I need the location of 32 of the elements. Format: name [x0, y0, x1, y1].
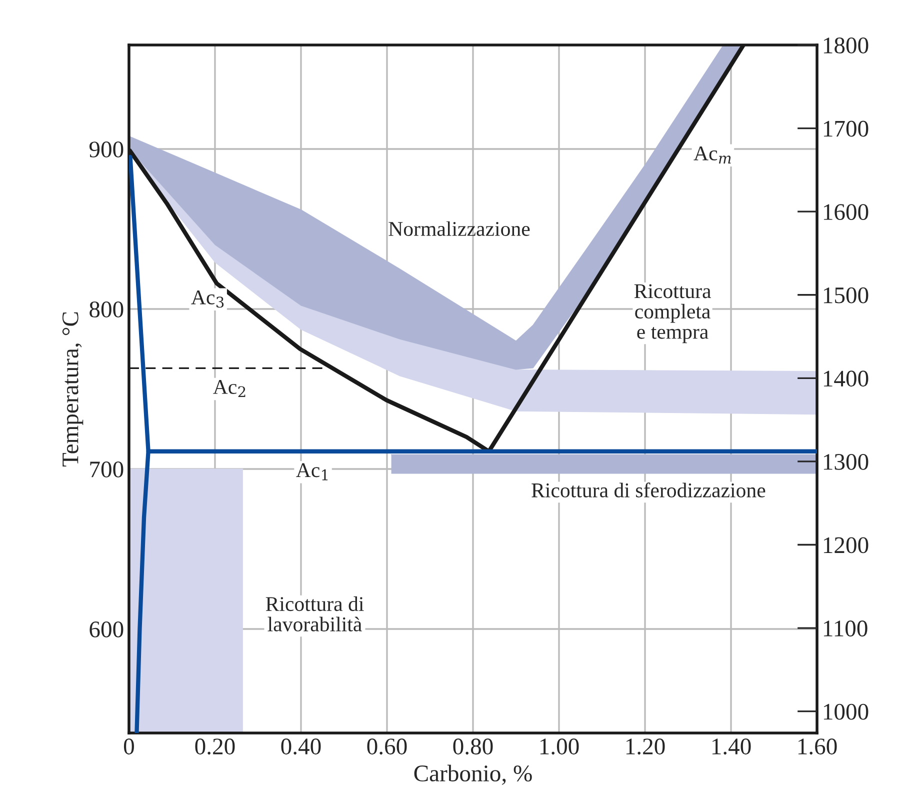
y2-tick-label: 1200	[824, 537, 868, 554]
y2-tick-label: 1800	[824, 38, 868, 54]
annotation: Ac$_{m}$	[694, 146, 731, 164]
annotation: Normalizzazione	[388, 221, 530, 236]
x-tick-label: 0.20	[195, 738, 235, 755]
x-tick-label: 1.20	[626, 738, 665, 755]
x-tick-label: 1.40	[712, 738, 751, 755]
annotation: Ricottura completa e tempra	[634, 284, 712, 344]
x-tick-label: 0.80	[453, 738, 493, 755]
x-axis-title: Carbonio, %	[414, 764, 532, 785]
x-tick-label: 1.60	[798, 738, 837, 755]
y-tick-label: 600	[90, 621, 124, 638]
y2-tick-label: 1600	[824, 204, 868, 220]
y-axis-title: Temperatura, °C	[62, 312, 84, 467]
y-tick-label: 900	[89, 141, 124, 158]
y-tick-label: 800	[90, 301, 124, 318]
y2-tick-label: 1500	[824, 287, 868, 304]
y-tick-label: 700	[90, 461, 124, 478]
annotation: Ac$_{3}$	[191, 290, 224, 308]
y2-tick-label: 1100	[824, 620, 868, 636]
x-tick-label: 1.00	[540, 738, 579, 755]
y2-tick-label: 1400	[824, 370, 868, 387]
annotation: Ricottura di lavorabilità	[266, 596, 364, 632]
x-tick-label: 0.40	[281, 738, 321, 755]
annotation: Ac$_{2}$	[213, 380, 246, 398]
y2-tick-label: 1700	[824, 120, 868, 137]
y2-tick-label: 1000	[824, 704, 868, 720]
annotation: Ricottura di sferodizzazione	[532, 482, 766, 498]
x-tick-label: 0.60	[367, 738, 407, 755]
y2-tick-label: 1300	[824, 454, 868, 470]
x-tick-label: 0	[124, 738, 134, 754]
annotation: Ac$_{1}$	[296, 463, 328, 480]
